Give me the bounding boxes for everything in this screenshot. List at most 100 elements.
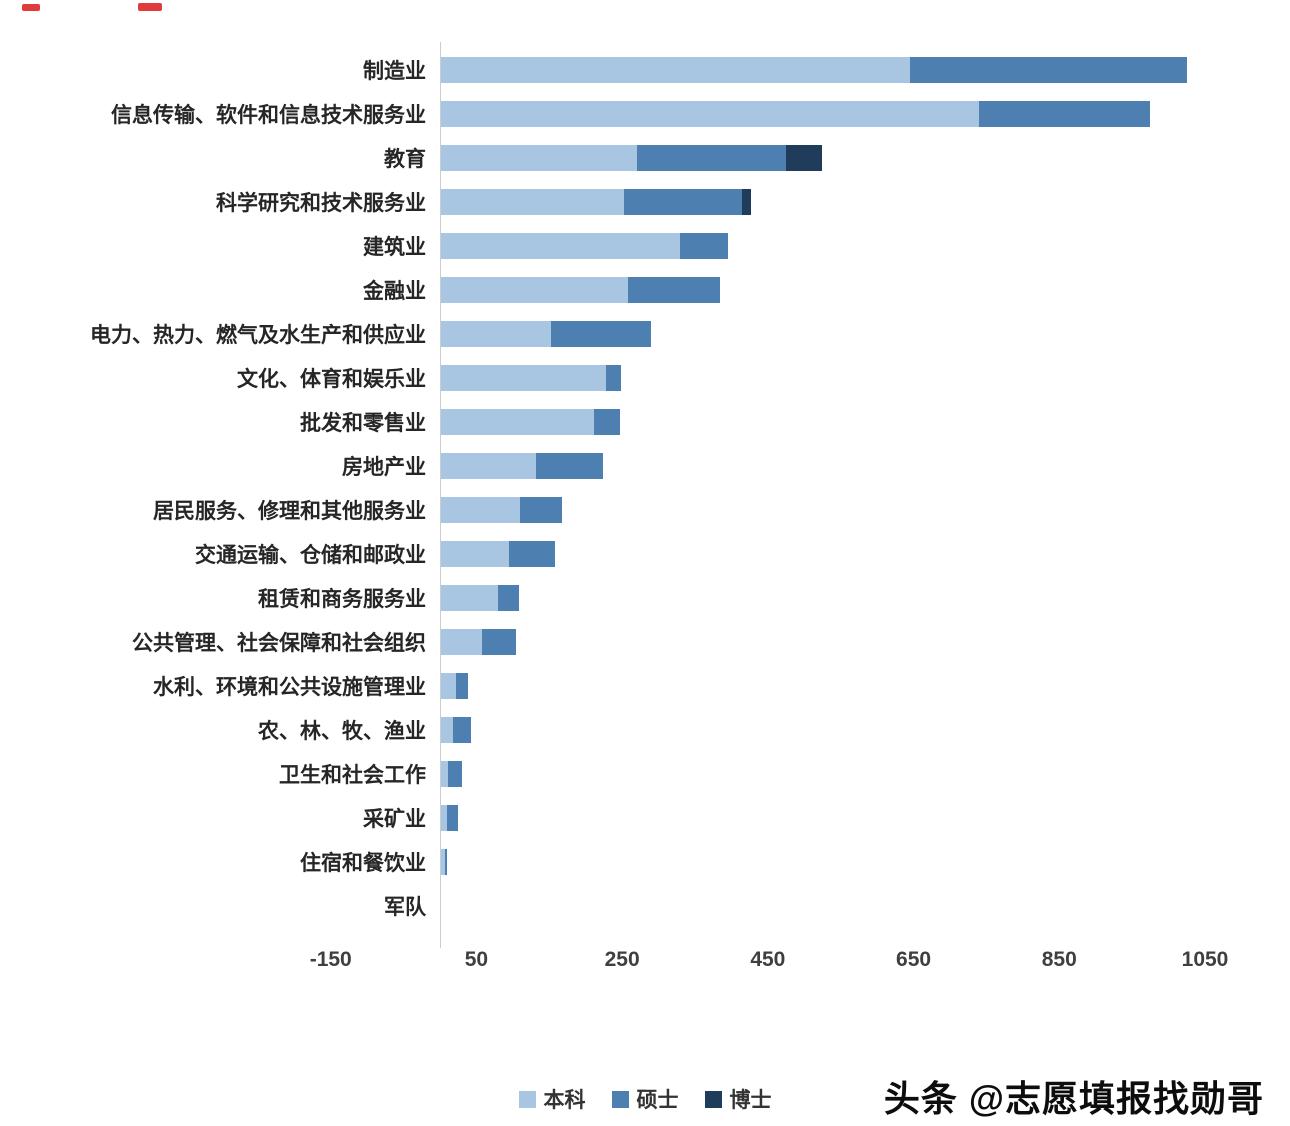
bar-segment-硕士 bbox=[551, 321, 652, 347]
legend-item: 博士 bbox=[704, 1084, 772, 1114]
x-tick-label: 1050 bbox=[1181, 948, 1229, 971]
category-label: 农、林、牧、渔业 bbox=[258, 720, 426, 743]
bar-segment-本科 bbox=[440, 673, 457, 699]
chart-row: 军队 bbox=[0, 884, 1290, 928]
bar-segment-硕士 bbox=[594, 409, 620, 435]
bar-segment-硕士 bbox=[447, 805, 459, 831]
bar-segment-硕士 bbox=[636, 145, 787, 171]
bar-segment-硕士 bbox=[448, 761, 462, 787]
watermark: 头条 @志愿填报找勋哥 bbox=[883, 1078, 1264, 1119]
legend-swatch bbox=[518, 1090, 536, 1108]
bar-segment-本科 bbox=[440, 57, 910, 83]
bar-track bbox=[440, 365, 1205, 391]
bar-track bbox=[440, 101, 1205, 127]
bar-track bbox=[440, 893, 1205, 919]
category-label: 电力、热力、燃气及水生产和供应业 bbox=[90, 324, 426, 347]
bar-segment-本科 bbox=[440, 453, 537, 479]
plot-area: 制造业信息传输、软件和信息技术服务业教育科学研究和技术服务业建筑业金融业电力、热… bbox=[0, 48, 1290, 928]
chart-row: 房地产业 bbox=[0, 444, 1290, 488]
category-label: 教育 bbox=[384, 148, 426, 171]
bar-segment-本科 bbox=[440, 541, 510, 567]
bar-track bbox=[440, 497, 1205, 523]
bar-segment-硕士 bbox=[509, 541, 556, 567]
bar-segment-本科 bbox=[440, 761, 448, 787]
bar-segment-硕士 bbox=[627, 277, 721, 303]
chart-row: 采矿业 bbox=[0, 796, 1290, 840]
bar-segment-硕士 bbox=[445, 849, 448, 875]
category-label: 交通运输、仓储和邮政业 bbox=[195, 544, 426, 567]
x-axis: -150 50 250 450 650 850 1050 bbox=[310, 948, 1229, 980]
category-label: 居民服务、修理和其他服务业 bbox=[153, 500, 426, 523]
bar-segment-硕士 bbox=[606, 365, 621, 391]
bar-track bbox=[440, 717, 1205, 743]
chart-row: 批发和零售业 bbox=[0, 400, 1290, 444]
chart-row: 电力、热力、燃气及水生产和供应业 bbox=[0, 312, 1290, 356]
bar-segment-本科 bbox=[440, 233, 681, 259]
bar-track bbox=[440, 233, 1205, 259]
chart-row: 文化、体育和娱乐业 bbox=[0, 356, 1290, 400]
bar-segment-本科 bbox=[440, 365, 607, 391]
category-label: 军队 bbox=[384, 896, 426, 919]
bar-track bbox=[440, 673, 1205, 699]
bar-segment-硕士 bbox=[498, 585, 519, 611]
chart-row: 农、林、牧、渔业 bbox=[0, 708, 1290, 752]
category-label: 文化、体育和娱乐业 bbox=[237, 368, 426, 391]
chart-row: 居民服务、修理和其他服务业 bbox=[0, 488, 1290, 532]
bar-track bbox=[440, 321, 1205, 347]
bar-track bbox=[440, 585, 1205, 611]
category-label: 制造业 bbox=[363, 60, 426, 83]
bar-segment-本科 bbox=[440, 805, 448, 831]
chart-row: 卫生和社会工作 bbox=[0, 752, 1290, 796]
bar-track bbox=[440, 805, 1205, 831]
bar-segment-本科 bbox=[440, 849, 446, 875]
y-axis-line bbox=[440, 42, 441, 948]
chart-row: 金融业 bbox=[0, 268, 1290, 312]
category-label: 水利、环境和公共设施管理业 bbox=[153, 676, 426, 699]
chart-row: 制造业 bbox=[0, 48, 1290, 92]
chart-row: 交通运输、仓储和邮政业 bbox=[0, 532, 1290, 576]
legend-label: 硕士 bbox=[636, 1089, 679, 1112]
bar-track bbox=[440, 145, 1205, 171]
category-label: 公共管理、社会保障和社会组织 bbox=[132, 632, 426, 655]
category-label: 科学研究和技术服务业 bbox=[216, 192, 426, 215]
bar-segment-硕士 bbox=[520, 497, 563, 523]
category-label: 金融业 bbox=[363, 280, 426, 303]
chart-row: 教育 bbox=[0, 136, 1290, 180]
bar-segment-硕士 bbox=[623, 189, 743, 215]
bar-segment-本科 bbox=[440, 145, 637, 171]
chart-row: 建筑业 bbox=[0, 224, 1290, 268]
x-tick-label: 650 bbox=[896, 948, 932, 971]
bar-track bbox=[440, 629, 1205, 655]
bar-segment-博士 bbox=[786, 145, 823, 171]
chart-row: 租赁和商务服务业 bbox=[0, 576, 1290, 620]
legend-item: 本科 bbox=[518, 1084, 586, 1114]
bar-track bbox=[440, 57, 1205, 83]
bar-segment-本科 bbox=[440, 409, 595, 435]
category-label: 住宿和餐饮业 bbox=[300, 852, 426, 875]
category-label: 批发和零售业 bbox=[300, 412, 426, 435]
corner-red-mark bbox=[22, 4, 40, 11]
category-label: 房地产业 bbox=[342, 456, 426, 479]
bar-track bbox=[440, 849, 1205, 875]
bar-segment-硕士 bbox=[456, 673, 469, 699]
bar-segment-本科 bbox=[440, 497, 521, 523]
bar-track bbox=[440, 453, 1205, 479]
bar-segment-本科 bbox=[440, 189, 624, 215]
bar-segment-本科 bbox=[440, 277, 628, 303]
category-label: 采矿业 bbox=[363, 808, 426, 831]
x-tick-label: 850 bbox=[1041, 948, 1077, 971]
category-label: 建筑业 bbox=[363, 236, 426, 259]
legend-swatch bbox=[611, 1090, 629, 1108]
category-label: 卫生和社会工作 bbox=[279, 764, 426, 787]
bar-segment-博士 bbox=[742, 189, 752, 215]
chart-row: 信息传输、软件和信息技术服务业 bbox=[0, 92, 1290, 136]
legend: 本科 硕士 博士 bbox=[0, 1084, 1290, 1114]
bar-segment-硕士 bbox=[453, 717, 471, 743]
bar-segment-本科 bbox=[440, 101, 980, 127]
x-tick-label: -150 bbox=[309, 948, 352, 971]
x-tick-label: 50 bbox=[464, 948, 489, 971]
bar-segment-本科 bbox=[440, 629, 483, 655]
chart-row: 水利、环境和公共设施管理业 bbox=[0, 664, 1290, 708]
bar-track bbox=[440, 409, 1205, 435]
